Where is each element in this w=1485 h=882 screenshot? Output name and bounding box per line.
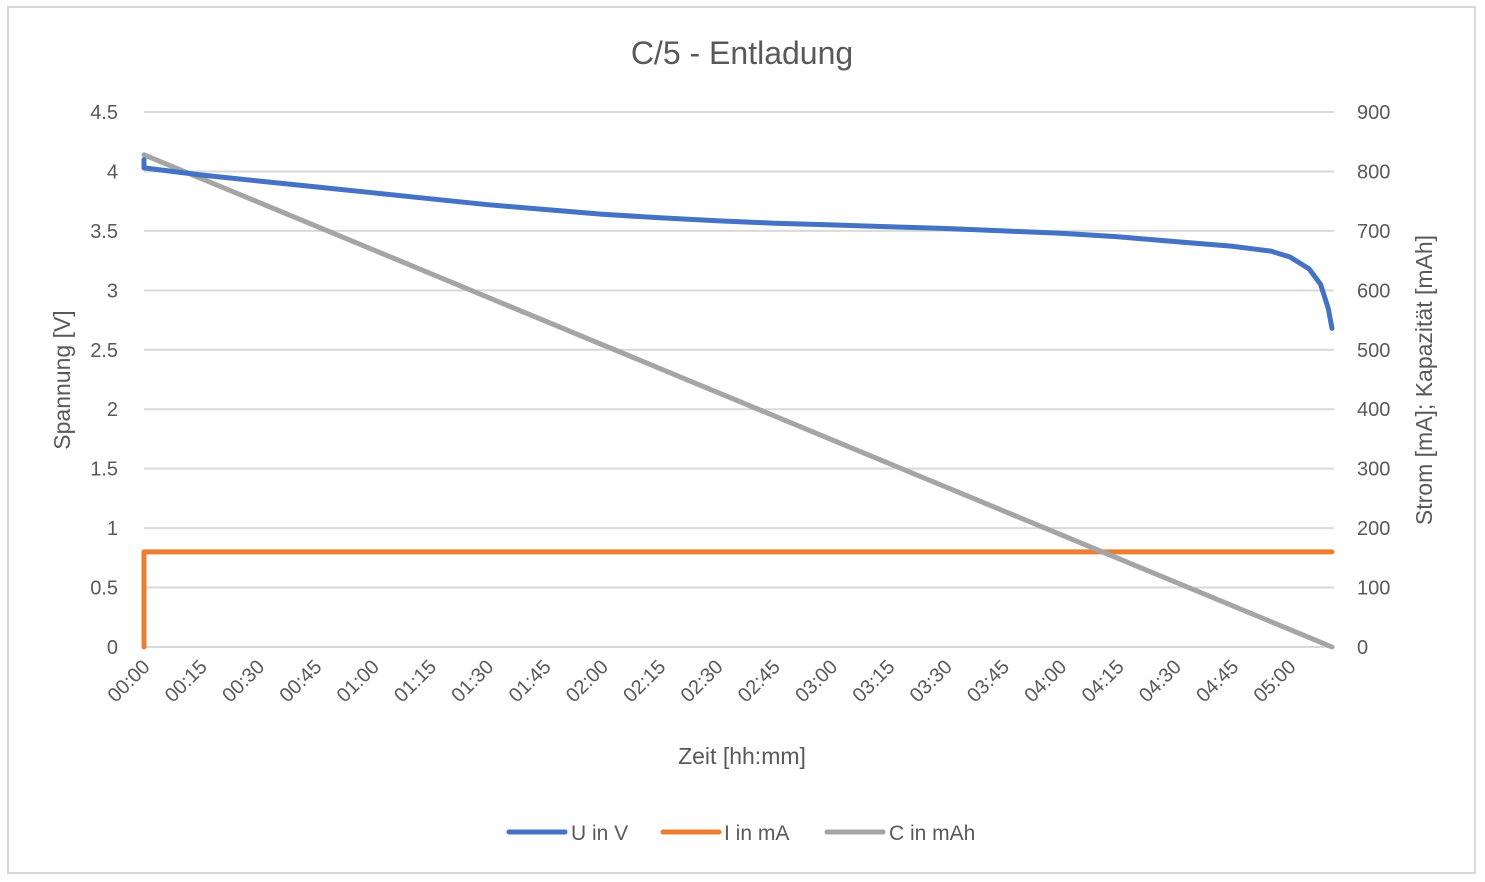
left-axis-ticks: 0 0.5 1 1.5 2 2.5 3 3.5 4 4.5: [90, 102, 118, 659]
x-tick-label: 04:15: [1078, 656, 1129, 707]
x-tick-label: 00:00: [104, 656, 155, 707]
y2-tick-label: 900: [1357, 102, 1390, 124]
series-layer: [141, 152, 1335, 650]
chart-title: C/5 - Entladung: [631, 35, 853, 71]
y-tick-label: 1.5: [90, 459, 118, 481]
y-tick-label: 2: [107, 399, 118, 421]
x-tick-label: 03:15: [848, 656, 899, 707]
x-axis-ticks: 00:00 00:15 00:30 00:45 01:00 01:15 01:30 01:45…: [104, 656, 1301, 707]
y2-tick-label: 200: [1357, 518, 1390, 540]
x-tick-label: 00:15: [161, 656, 212, 707]
x-tick-label: 00:45: [275, 656, 326, 707]
x-tick-label: 03:30: [906, 656, 957, 707]
right-axis-ticks: 0 100 200 300 400 500 600 700 800 900: [1357, 102, 1390, 659]
series-line-c-in-mah: [141, 152, 1335, 650]
chart-frame: [7, 6, 1476, 874]
y-tick-label: 3: [107, 280, 118, 302]
x-tick-label: 03:45: [963, 656, 1014, 707]
x-tick-label: 02:30: [677, 656, 728, 707]
legend-label: U in V: [571, 822, 628, 845]
y2-tick-label: 500: [1357, 340, 1390, 362]
y2-tick-label: 0: [1357, 637, 1368, 659]
y2-tick-label: 600: [1357, 280, 1390, 302]
x-tick-label: 01:45: [505, 656, 556, 707]
x-tick-label: 02:00: [562, 656, 613, 707]
legend: U in V I in mA C in mAh: [506, 822, 975, 845]
x-axis-title: Zeit [hh:mm]: [678, 743, 806, 769]
y2-tick-label: 400: [1357, 399, 1390, 421]
y2-tick-label: 800: [1357, 161, 1390, 183]
y2-tick-label: 100: [1357, 578, 1390, 600]
x-tick-label: 04:00: [1020, 656, 1071, 707]
legend-label: I in mA: [724, 822, 789, 845]
gridlines: [144, 111, 1334, 648]
x-tick-label: 03:00: [791, 656, 842, 707]
x-tick-label: 02:45: [734, 656, 785, 707]
y-tick-label: 1: [107, 518, 118, 540]
y2-axis-title: Strom [mA]; Kapazität [mAh]: [1411, 235, 1437, 525]
series-line-i-in-ma: [141, 549, 1335, 650]
x-tick-label: 04:45: [1192, 656, 1243, 707]
legend-label: C in mAh: [889, 822, 975, 845]
x-tick-label: 04:30: [1135, 656, 1186, 707]
x-tick-label: 01:00: [333, 656, 384, 707]
y2-tick-label: 300: [1357, 459, 1390, 481]
x-tick-label: 02:15: [619, 656, 670, 707]
series-line-u-in-v: [141, 157, 1335, 331]
y-axis-title: Spannung [V]: [49, 310, 75, 449]
x-tick-label: 01:15: [390, 656, 441, 707]
y-tick-label: 2.5: [90, 340, 118, 362]
y-tick-label: 0.5: [90, 578, 118, 600]
y-tick-label: 4.5: [90, 102, 118, 124]
y-tick-label: 4: [107, 161, 118, 183]
y2-tick-label: 700: [1357, 221, 1390, 243]
y-tick-label: 3.5: [90, 221, 118, 243]
y-tick-label: 0: [107, 637, 118, 659]
x-tick-label: 01:30: [447, 656, 498, 707]
x-tick-label: 05:00: [1250, 656, 1301, 707]
x-tick-label: 00:30: [218, 656, 269, 707]
